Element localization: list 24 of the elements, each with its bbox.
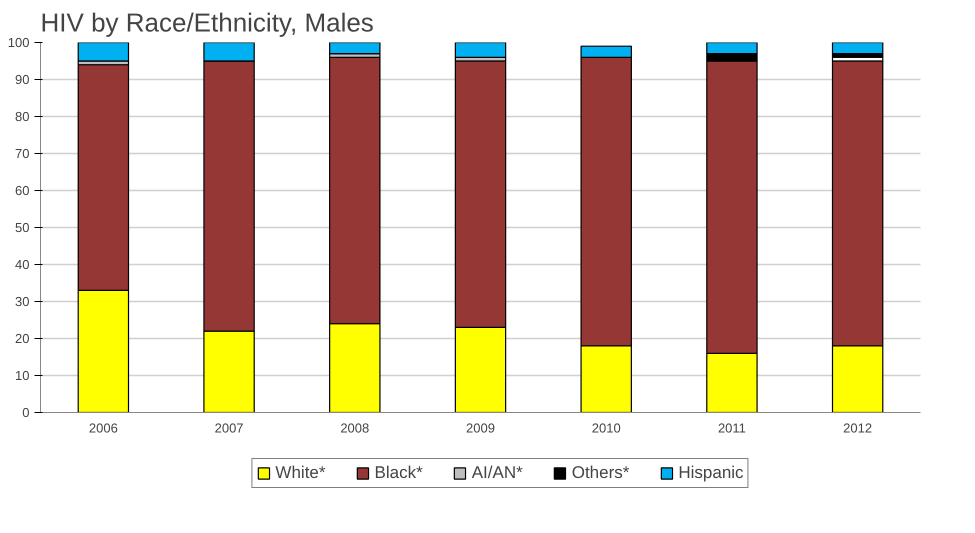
x-tick-label: 2011 bbox=[718, 420, 746, 436]
y-tick-label: 50 bbox=[15, 220, 30, 235]
y-tick-label: 10 bbox=[15, 368, 30, 383]
x-tick-label: 2008 bbox=[340, 420, 370, 436]
y-tick-label: 80 bbox=[15, 109, 30, 124]
legend-label: Others* bbox=[572, 462, 630, 482]
y-tick-label: 20 bbox=[15, 331, 30, 346]
chart-title: HIV by Race/Ethnicity, Males bbox=[40, 8, 374, 38]
x-tick-label: 2006 bbox=[88, 420, 118, 436]
x-tick-label: 2012 bbox=[843, 420, 872, 436]
x-tick-label: 2007 bbox=[214, 420, 244, 436]
legend-label: White* bbox=[275, 462, 326, 482]
y-tick-label: 60 bbox=[15, 183, 30, 198]
y-tick-label: 30 bbox=[15, 294, 30, 309]
y-tick-label: 70 bbox=[15, 146, 30, 161]
x-tick-label: 2009 bbox=[466, 420, 495, 436]
y-tick-label: 40 bbox=[15, 257, 30, 272]
y-tick-label: 90 bbox=[15, 72, 30, 87]
y-tick-label: 0 bbox=[22, 405, 30, 420]
x-tick-label: 2010 bbox=[592, 420, 621, 436]
y-tick-label: 100 bbox=[8, 35, 30, 50]
legend-label: AI/AN* bbox=[472, 462, 523, 482]
legend-label: Hispanic bbox=[678, 462, 744, 482]
legend-label: Black* bbox=[374, 462, 423, 482]
